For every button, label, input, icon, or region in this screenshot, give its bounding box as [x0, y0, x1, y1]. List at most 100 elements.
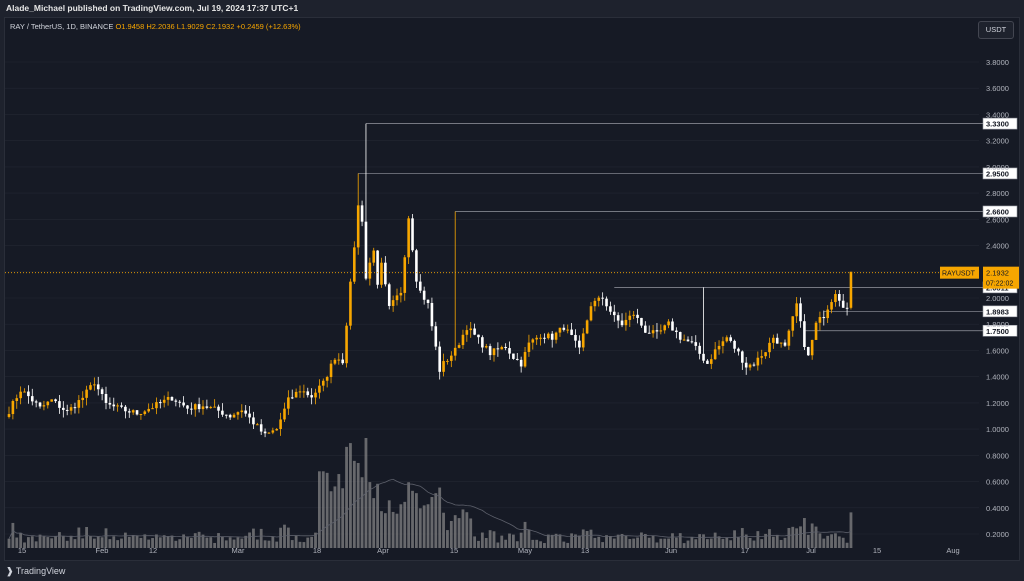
candle-body: [415, 250, 418, 282]
y-tick-label: 0.8000: [986, 451, 1009, 460]
volume-bar: [783, 537, 787, 548]
volume-bar: [329, 491, 333, 548]
volume-bar: [655, 542, 659, 548]
symbol-legend: RAY / TetherUS, 1D, BINANCE O1.9458 H2.2…: [10, 22, 301, 31]
volume-bar: [449, 521, 453, 548]
level-tag: [982, 117, 1018, 130]
y-tick-label: 2.8000: [986, 189, 1009, 198]
candle-body: [651, 330, 655, 334]
candle-body: [395, 295, 399, 301]
volume-bar: [178, 539, 182, 548]
volume-bar: [162, 535, 166, 548]
volume-bar: [11, 522, 15, 548]
candle-body: [46, 401, 50, 406]
y-tick-label: 0.2000: [986, 530, 1009, 539]
volume-bar: [826, 535, 830, 548]
y-tick-label: 2.4000: [986, 242, 1009, 251]
x-tick-label: 15: [18, 546, 26, 555]
candle-body: [535, 337, 538, 340]
volume-bar: [213, 542, 217, 548]
candle-body: [38, 402, 42, 407]
y-tick-label: 2.6000: [986, 215, 1009, 224]
candle-body: [434, 326, 438, 347]
candle-body: [306, 391, 310, 396]
candle-body: [450, 355, 453, 361]
candle-body: [725, 337, 729, 342]
candle-body: [752, 364, 756, 366]
volume-bar: [81, 538, 85, 548]
volume-bar: [19, 532, 23, 548]
x-tick-label: Jun: [665, 546, 677, 555]
candle-body: [27, 391, 30, 397]
candle-body: [236, 412, 240, 415]
candle-body: [519, 359, 523, 367]
candle-body: [116, 405, 119, 407]
candle-body: [217, 406, 220, 411]
volume-bar: [34, 541, 38, 548]
candle-body: [539, 337, 542, 339]
currency-button[interactable]: USDT: [978, 21, 1014, 39]
volume-bar: [318, 471, 321, 548]
candle-body: [609, 306, 612, 312]
candle-body: [384, 262, 387, 285]
candle-body: [647, 332, 651, 334]
candle-body: [632, 314, 635, 316]
candle-body: [399, 292, 403, 296]
candle-body: [675, 330, 678, 333]
volume-bar: [442, 512, 445, 548]
candle-body: [659, 330, 663, 332]
volume-bar: [263, 540, 267, 548]
candle-body: [492, 348, 496, 356]
candle-body: [558, 327, 562, 333]
volume-bar: [814, 526, 818, 548]
time-axis[interactable]: 15 Feb 12 Mar 18 Apr 15 May 13 Jun 17 Jul 15 Aug: [18, 546, 960, 555]
x-tick-label: Jul: [806, 546, 816, 555]
candle-body: [418, 281, 422, 291]
volume-bar: [686, 540, 690, 548]
price-axis[interactable]: 3.8000 3.6000 3.4000 3.2000 3.0000 2.8000 2.60…: [986, 58, 1009, 539]
volume-bar: [740, 528, 744, 548]
candle-body: [465, 330, 469, 335]
candle-body: [364, 221, 368, 279]
candle-body: [430, 302, 434, 327]
volume-bar: [170, 535, 174, 548]
candle-body: [85, 389, 88, 398]
candle-body: [190, 408, 193, 410]
volume-bar: [403, 501, 407, 548]
volume-bar: [768, 529, 771, 548]
candle-body: [100, 389, 104, 394]
volume-bar: [729, 540, 733, 548]
volume-bar: [96, 536, 100, 548]
candle-body: [279, 419, 282, 430]
candle-body: [733, 340, 736, 349]
candle-body: [221, 410, 224, 415]
candle-body: [822, 317, 826, 319]
volume-bar: [609, 535, 612, 548]
level-tag: [982, 324, 1018, 337]
candle-body: [702, 353, 705, 361]
candle-body: [422, 290, 426, 300]
candle-body: [756, 357, 760, 366]
volume-bar: [197, 531, 201, 548]
candle-body: [826, 309, 829, 319]
level-label: 3.3300: [986, 120, 1009, 129]
candle-body: [232, 414, 236, 418]
symbol-tag: [940, 266, 979, 279]
candle-body: [768, 342, 771, 353]
volume-bar: [352, 460, 356, 548]
volume-bar: [236, 537, 240, 548]
volume-bar: [845, 542, 849, 548]
candle-body: [54, 399, 57, 402]
volume-bar: [61, 536, 65, 548]
volume-bar: [89, 536, 92, 548]
volume-bar: [15, 537, 19, 548]
volume-bar: [756, 531, 760, 548]
volume-bar: [430, 497, 434, 548]
candle-body: [834, 294, 837, 303]
candle-body: [562, 327, 566, 330]
volume-bar: [387, 500, 391, 548]
volume-bar: [810, 523, 814, 548]
